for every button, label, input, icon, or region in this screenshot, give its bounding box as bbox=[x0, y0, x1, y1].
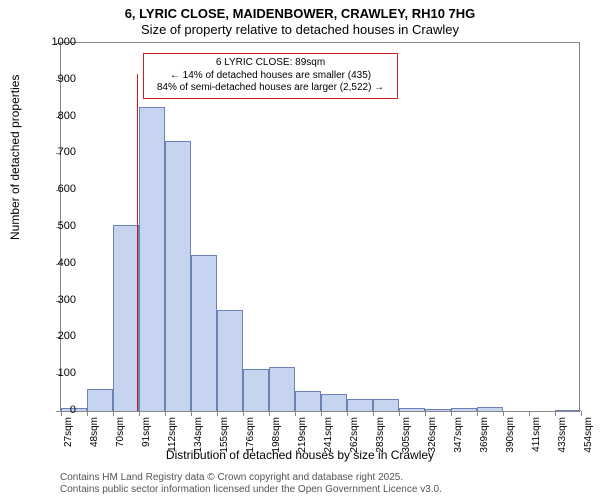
x-tick-mark bbox=[477, 411, 478, 416]
x-tick-mark bbox=[295, 411, 296, 416]
x-tick-mark bbox=[139, 411, 140, 416]
histogram-bar bbox=[165, 141, 191, 411]
x-tick-label: 262sqm bbox=[349, 417, 360, 453]
histogram-bar bbox=[243, 369, 269, 411]
footer-line2: Contains public sector information licen… bbox=[60, 484, 442, 496]
y-axis-label: Number of detached properties bbox=[8, 75, 22, 240]
y-tick-label: 600 bbox=[58, 183, 76, 195]
x-tick-mark bbox=[503, 411, 504, 416]
x-tick-label: 176sqm bbox=[245, 417, 256, 453]
histogram-bar bbox=[269, 367, 295, 411]
histogram-bar bbox=[321, 394, 347, 411]
y-tick-label: 500 bbox=[58, 220, 76, 232]
histogram-bar bbox=[217, 310, 243, 411]
x-tick-label: 155sqm bbox=[219, 417, 230, 453]
x-tick-label: 27sqm bbox=[63, 417, 74, 447]
x-tick-mark bbox=[321, 411, 322, 416]
x-tick-label: 198sqm bbox=[271, 417, 282, 453]
y-tick-label: 300 bbox=[58, 294, 76, 306]
histogram-bar bbox=[399, 408, 425, 411]
x-tick-mark bbox=[347, 411, 348, 416]
x-tick-mark bbox=[399, 411, 400, 416]
x-tick-label: 91sqm bbox=[141, 417, 152, 447]
y-tick-label: 0 bbox=[70, 404, 76, 416]
x-tick-label: 433sqm bbox=[557, 417, 568, 453]
reference-line bbox=[137, 74, 138, 411]
x-tick-label: 369sqm bbox=[479, 417, 490, 453]
histogram-bar bbox=[87, 389, 113, 411]
x-tick-mark bbox=[113, 411, 114, 416]
annotation-line3: 84% of semi-detached houses are larger (… bbox=[150, 82, 391, 95]
x-tick-label: 134sqm bbox=[193, 417, 204, 453]
x-tick-label: 347sqm bbox=[453, 417, 464, 453]
chart-title-line2: Size of property relative to detached ho… bbox=[0, 22, 600, 37]
y-tick-label: 200 bbox=[58, 330, 76, 342]
histogram-bar bbox=[373, 399, 399, 411]
plot-area: 6 LYRIC CLOSE: 89sqm← 14% of detached ho… bbox=[60, 42, 580, 412]
x-tick-mark bbox=[269, 411, 270, 416]
y-tick-label: 400 bbox=[58, 257, 76, 269]
y-tick-label: 700 bbox=[58, 146, 76, 158]
annotation-line1: 6 LYRIC CLOSE: 89sqm bbox=[150, 57, 391, 70]
footer-line1: Contains HM Land Registry data © Crown c… bbox=[60, 472, 442, 484]
histogram-bar bbox=[295, 391, 321, 411]
x-tick-mark bbox=[165, 411, 166, 416]
x-tick-mark bbox=[529, 411, 530, 416]
y-tick-label: 900 bbox=[58, 73, 76, 85]
x-tick-mark bbox=[61, 411, 62, 416]
histogram-bar bbox=[555, 410, 581, 411]
histogram-bar bbox=[451, 408, 477, 411]
x-tick-mark bbox=[581, 411, 582, 416]
x-tick-label: 70sqm bbox=[115, 417, 126, 447]
x-tick-mark bbox=[373, 411, 374, 416]
x-tick-label: 283sqm bbox=[375, 417, 386, 453]
x-tick-mark bbox=[555, 411, 556, 416]
x-tick-label: 305sqm bbox=[401, 417, 412, 453]
histogram-bar bbox=[191, 255, 217, 411]
x-tick-label: 411sqm bbox=[531, 417, 542, 452]
x-tick-label: 112sqm bbox=[167, 417, 178, 452]
annotation-box: 6 LYRIC CLOSE: 89sqm← 14% of detached ho… bbox=[143, 53, 398, 99]
y-tick-label: 800 bbox=[58, 110, 76, 122]
histogram-bar bbox=[347, 399, 373, 411]
x-tick-mark bbox=[425, 411, 426, 416]
x-tick-mark bbox=[217, 411, 218, 416]
y-tick-label: 100 bbox=[58, 367, 76, 379]
x-tick-label: 48sqm bbox=[89, 417, 100, 447]
x-tick-label: 241sqm bbox=[323, 417, 334, 453]
histogram-bar bbox=[477, 407, 503, 411]
y-tick-label: 1000 bbox=[52, 36, 76, 48]
x-tick-label: 390sqm bbox=[505, 417, 516, 453]
chart-container: 6, LYRIC CLOSE, MAIDENBOWER, CRAWLEY, RH… bbox=[0, 0, 600, 500]
x-tick-mark bbox=[191, 411, 192, 416]
x-tick-mark bbox=[87, 411, 88, 416]
x-tick-label: 454sqm bbox=[583, 417, 594, 453]
footer-attribution: Contains HM Land Registry data © Crown c… bbox=[60, 472, 442, 496]
x-tick-mark bbox=[243, 411, 244, 416]
histogram-bar bbox=[139, 107, 165, 411]
chart-title-line1: 6, LYRIC CLOSE, MAIDENBOWER, CRAWLEY, RH… bbox=[0, 6, 600, 21]
x-tick-mark bbox=[451, 411, 452, 416]
histogram-bar bbox=[425, 409, 451, 411]
histogram-bar bbox=[113, 225, 139, 411]
x-tick-label: 219sqm bbox=[297, 417, 308, 453]
annotation-line2: ← 14% of detached houses are smaller (43… bbox=[150, 70, 391, 83]
x-tick-label: 326sqm bbox=[427, 417, 438, 453]
